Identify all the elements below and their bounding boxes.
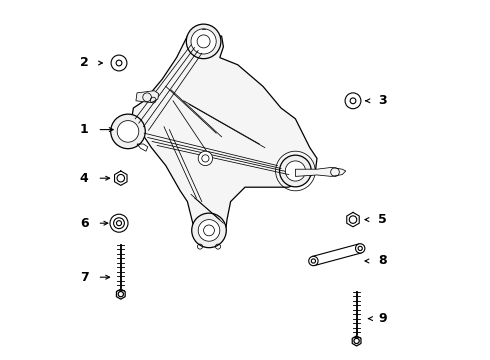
Text: 2: 2 <box>80 57 88 69</box>
Circle shape <box>191 29 216 54</box>
Circle shape <box>111 55 127 71</box>
Circle shape <box>192 213 226 248</box>
Polygon shape <box>136 91 159 103</box>
Polygon shape <box>312 244 362 266</box>
Circle shape <box>280 155 311 187</box>
Text: 6: 6 <box>80 217 88 230</box>
Polygon shape <box>347 212 359 227</box>
Circle shape <box>345 93 361 109</box>
Circle shape <box>111 114 145 149</box>
Circle shape <box>285 161 305 181</box>
Polygon shape <box>117 289 125 299</box>
Text: 5: 5 <box>378 213 387 226</box>
Text: 8: 8 <box>378 255 387 267</box>
Circle shape <box>198 220 220 241</box>
Circle shape <box>186 24 221 59</box>
Text: 7: 7 <box>80 271 88 284</box>
Polygon shape <box>115 171 127 185</box>
Text: 4: 4 <box>80 172 88 185</box>
Circle shape <box>198 151 213 166</box>
Text: 3: 3 <box>378 94 387 107</box>
Text: 9: 9 <box>378 312 387 325</box>
Circle shape <box>117 121 139 142</box>
Polygon shape <box>132 36 317 245</box>
Polygon shape <box>352 336 361 346</box>
Circle shape <box>356 244 365 253</box>
Polygon shape <box>295 167 346 176</box>
Text: 1: 1 <box>80 123 88 136</box>
Circle shape <box>309 256 318 266</box>
